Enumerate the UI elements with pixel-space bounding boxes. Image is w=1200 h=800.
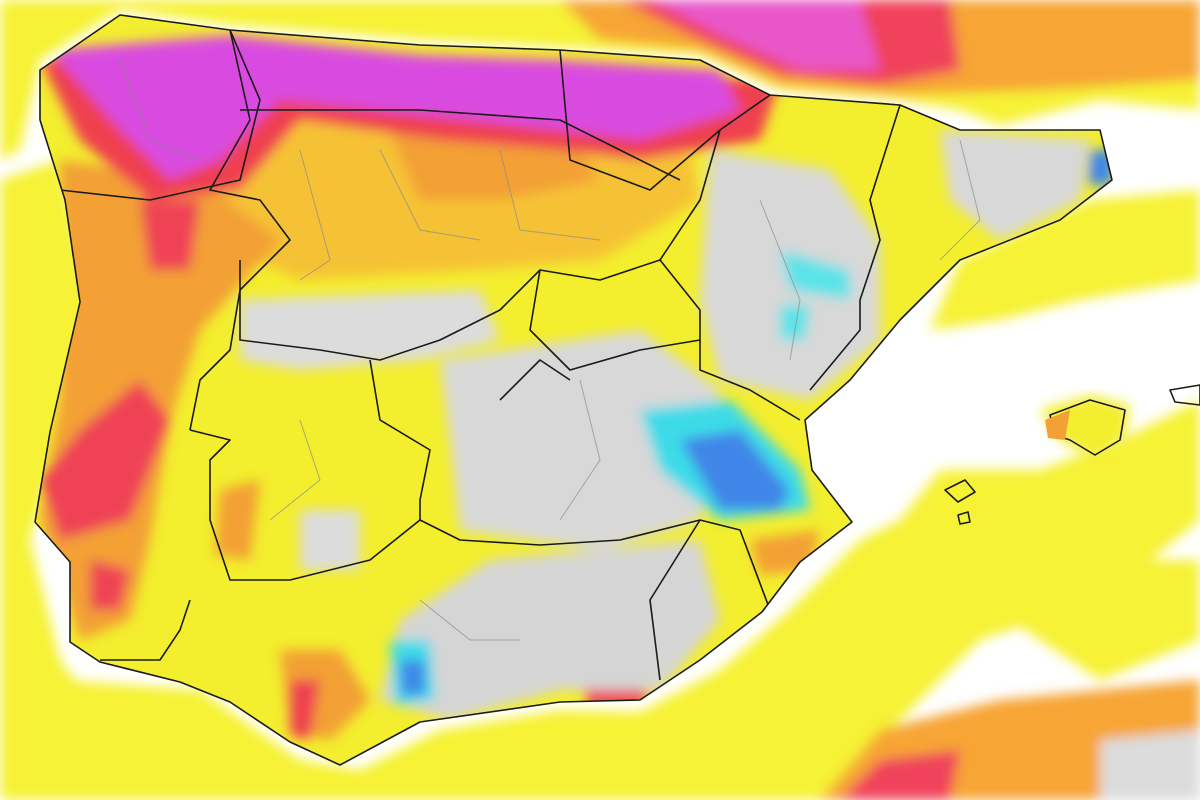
zone-red-cadiz — [290, 680, 320, 740]
border-la-rioja — [529, 269, 701, 371]
zone-blue-granada — [400, 660, 425, 695]
border-aragon-west — [659, 129, 801, 421]
province-borders — [119, 59, 981, 641]
zone-red-galicia-south — [140, 200, 200, 270]
province-line — [559, 379, 601, 521]
border-madrid — [499, 359, 571, 401]
zone-cyan-teruel — [780, 305, 810, 340]
zone-gray-west — [300, 510, 360, 570]
ibiza — [944, 479, 976, 503]
africa-gray — [1100, 730, 1200, 800]
province-line — [119, 59, 201, 161]
border-galicia — [59, 29, 261, 201]
land-zones — [40, 35, 1112, 740]
province-line — [379, 149, 481, 241]
border-portugal — [189, 29, 291, 431]
formentera — [957, 511, 971, 525]
zone-red-portugal — [40, 380, 170, 540]
province-line — [269, 419, 321, 521]
border-aragon-catalonia — [809, 104, 901, 391]
zone-gray-catalonia — [940, 130, 1090, 240]
sea-yellow-southeast — [980, 560, 1200, 680]
sea-magenta-north — [650, 0, 880, 70]
province-line — [499, 149, 601, 241]
zone-gray-south — [380, 540, 720, 720]
province-line — [299, 149, 331, 281]
coastline — [34, 14, 1113, 766]
province-line — [939, 139, 981, 261]
zone-magenta-north — [50, 35, 740, 180]
africa-red — [840, 750, 960, 800]
border-basque-navarre — [559, 49, 771, 191]
sea-yellow-east — [930, 190, 1200, 330]
province-line — [419, 599, 520, 641]
border-castilla-north — [239, 259, 661, 361]
zone-blue-valencia — [680, 430, 790, 510]
zone-gray-central-north — [240, 290, 500, 370]
mallorca-orange — [1045, 410, 1070, 440]
menorca — [1169, 384, 1200, 406]
zone-cyan-aragon — [780, 250, 850, 300]
zone-red-algarve — [90, 560, 130, 610]
mallorca-halo — [1040, 395, 1130, 460]
sea-yellow-south — [60, 400, 1200, 800]
zone-orange-extremadura — [215, 480, 260, 560]
regional-borders — [59, 29, 901, 681]
province-line — [759, 199, 801, 361]
zone-gray-central — [440, 330, 720, 550]
border-portugal-south — [100, 599, 191, 661]
border-murcia-andalusia — [649, 519, 701, 681]
border-madrid-extremadura — [369, 359, 431, 520]
border-south — [189, 429, 771, 611]
border-cantabrian — [240, 109, 681, 181]
